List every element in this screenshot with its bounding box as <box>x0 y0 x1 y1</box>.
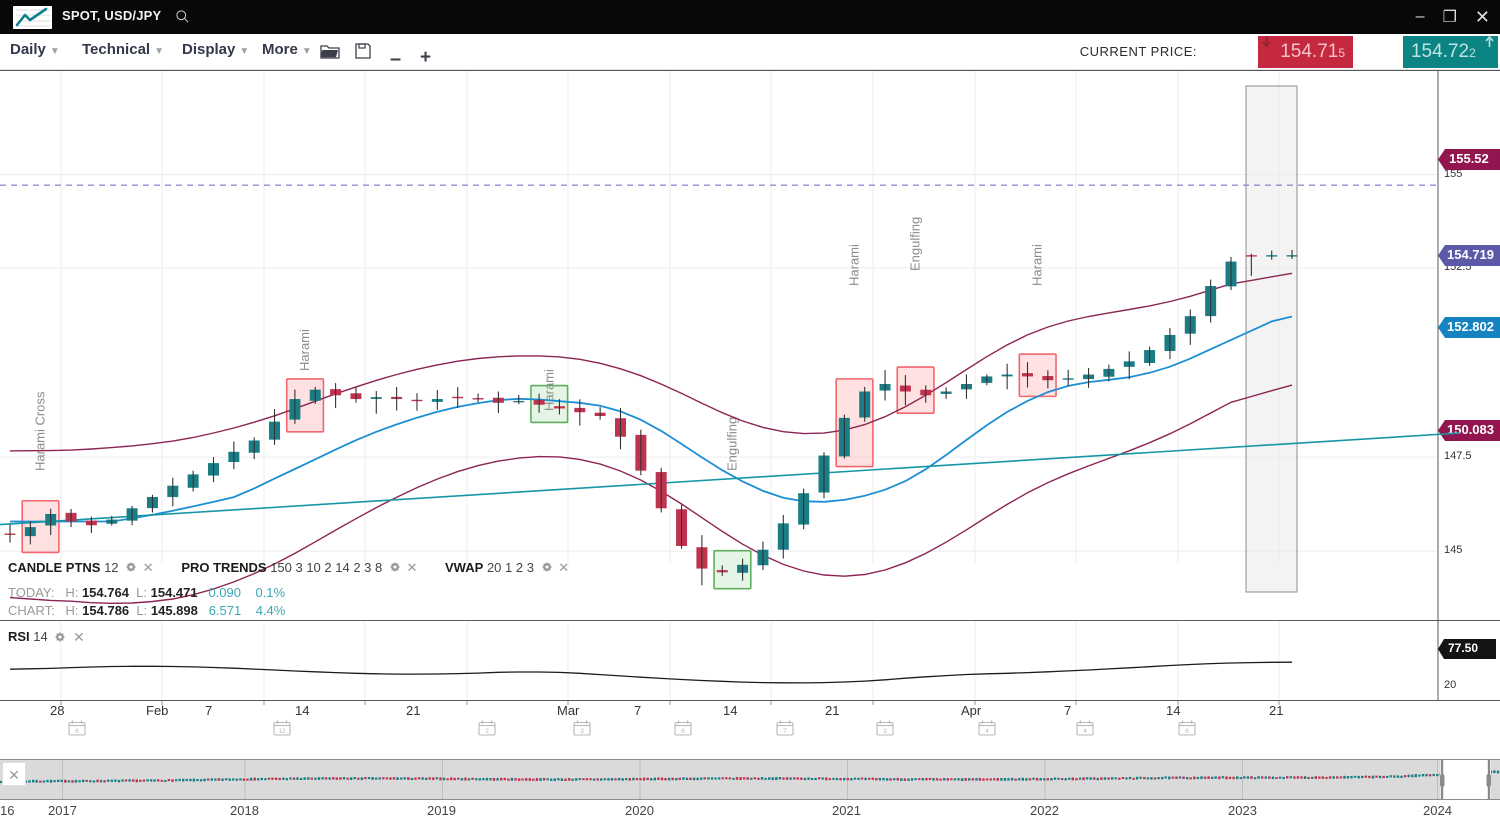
svg-text:Engulfing: Engulfing <box>724 417 739 471</box>
svg-text:Harami: Harami <box>1030 244 1045 286</box>
svg-text:6: 6 <box>75 728 79 735</box>
svg-text:4: 4 <box>1083 728 1087 735</box>
svg-text:Harami: Harami <box>541 369 556 411</box>
svg-text:6: 6 <box>682 728 686 735</box>
svg-text:7: 7 <box>783 728 787 735</box>
svg-text:12: 12 <box>278 728 286 735</box>
svg-text:Harami: Harami <box>847 244 862 286</box>
svg-text:3: 3 <box>883 728 887 735</box>
svg-text:Harami: Harami <box>297 329 312 371</box>
svg-text:Harami Cross: Harami Cross <box>33 391 48 471</box>
svg-text:Engulfing: Engulfing <box>908 217 923 271</box>
svg-text:4: 4 <box>985 728 989 735</box>
svg-text:2: 2 <box>485 728 489 735</box>
svg-text:3: 3 <box>580 728 584 735</box>
svg-text:6: 6 <box>1185 728 1189 735</box>
